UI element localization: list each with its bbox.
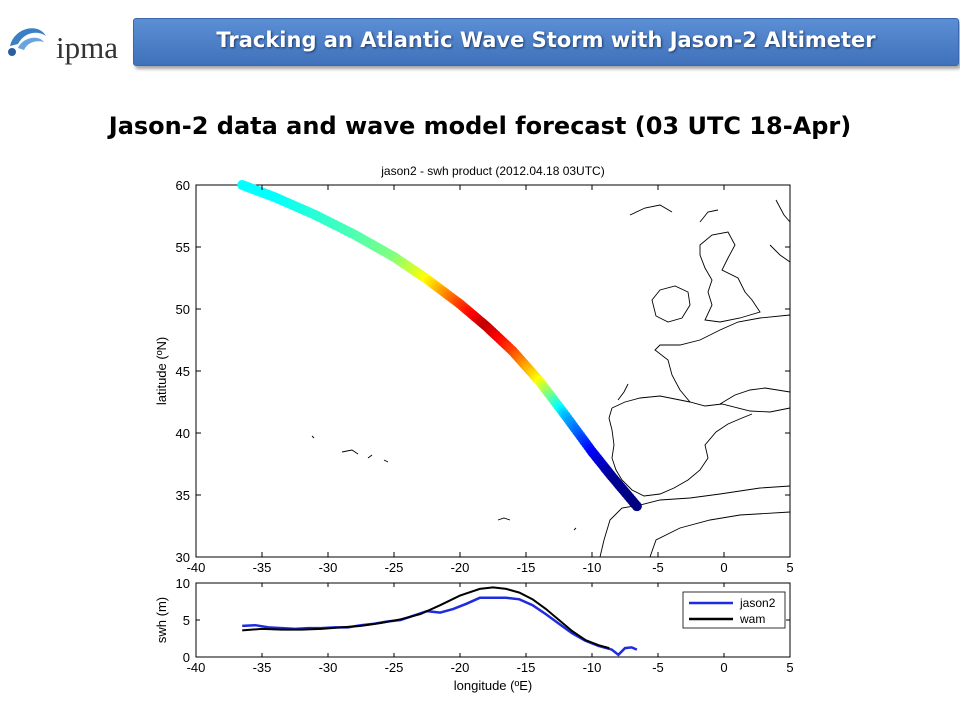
- legend-label-jason2: jason2: [739, 596, 776, 610]
- swh-series: [242, 586, 638, 657]
- swh-x-tick-label: -15: [517, 660, 536, 675]
- header-banner: Tracking an Atlantic Wave Storm with Jas…: [133, 18, 959, 66]
- legend-box: [682, 591, 786, 629]
- swh-x-tick-label: -10: [583, 660, 602, 675]
- satellite-track: [237, 180, 642, 512]
- map-x-tick-label: -40: [187, 560, 206, 575]
- map-title: jason2 - swh product (2012.04.18 03UTC): [380, 164, 604, 178]
- coastlines: [311, 199, 791, 558]
- map-y-tick-label: 40: [176, 426, 190, 441]
- series-line-wam: [242, 586, 610, 650]
- legend-label-wam: wam: [739, 612, 765, 626]
- map-y-tick-label: 55: [176, 240, 190, 255]
- swh-y-tick-label: 10: [176, 576, 190, 591]
- map-x-tick-label: -35: [253, 560, 272, 575]
- map-x-tick-label: -20: [451, 560, 470, 575]
- banner-title: Tracking an Atlantic Wave Storm with Jas…: [216, 28, 876, 52]
- swh-x-tick-label: 5: [786, 660, 793, 675]
- map-x-tick-label: -25: [385, 560, 404, 575]
- map-x-tick-label: -5: [652, 560, 664, 575]
- map-x-ticks: -40 -35 -30 -25 -20 -15 -10 -5 0 5: [187, 185, 794, 575]
- ipma-logo-icon: [8, 28, 46, 56]
- map-x-tick-label: -15: [517, 560, 536, 575]
- map-ylabel: latitude (ºN): [154, 337, 169, 405]
- slide-subtitle: Jason-2 data and wave model forecast (03…: [108, 112, 852, 140]
- map-axes-frame: [195, 184, 791, 558]
- swh-x-tick-label: -5: [652, 660, 664, 675]
- map-y-tick-label: 35: [176, 488, 190, 503]
- map-x-tick-label: 0: [720, 560, 727, 575]
- swh-y-tick-label: 0: [183, 650, 190, 665]
- map-y-tick-label: 30: [176, 550, 190, 565]
- logo-text: ipma: [56, 30, 118, 65]
- map-y-tick-label: 45: [176, 364, 190, 379]
- legend: jason2 wam: [682, 591, 786, 629]
- swh-y-tick-label: 5: [183, 613, 190, 628]
- swh-panel: -40 -35 -30 -25 -20 -15 -10 -5 0 5 0 5 10 swh (m) l…: [154, 576, 794, 693]
- ipma-logo: ipma: [4, 16, 134, 65]
- map-y-tick-label: 60: [176, 178, 190, 193]
- swh-x-tick-label: -20: [451, 660, 470, 675]
- swh-y-ticks: 0 5 10: [176, 576, 790, 665]
- swh-x-tick-label: -25: [385, 660, 404, 675]
- map-y-ticks: 30 35 40 45 50 55 60: [176, 178, 790, 565]
- swh-x-tick-label: -40: [187, 660, 206, 675]
- map-panel: -40 -35 -30 -25 -20 -15 -10 -5 0 5 30 35 40 45 50 55 60…: [154, 164, 794, 575]
- swh-x-tick-label: -35: [253, 660, 272, 675]
- swh-ylabel: swh (m): [154, 597, 169, 643]
- swh-x-ticks: -40 -35 -30 -25 -20 -15 -10 -5 0 5: [187, 583, 794, 675]
- map-x-tick-label: -10: [583, 560, 602, 575]
- map-x-tick-label: 5: [786, 560, 793, 575]
- swh-x-tick-label: 0: [720, 660, 727, 675]
- swh-x-tick-label: -30: [319, 660, 338, 675]
- swh-xlabel: longitude (ºE): [454, 678, 532, 693]
- map-x-tick-label: -30: [319, 560, 338, 575]
- track-point: [631, 501, 642, 512]
- map-y-tick-label: 50: [176, 302, 190, 317]
